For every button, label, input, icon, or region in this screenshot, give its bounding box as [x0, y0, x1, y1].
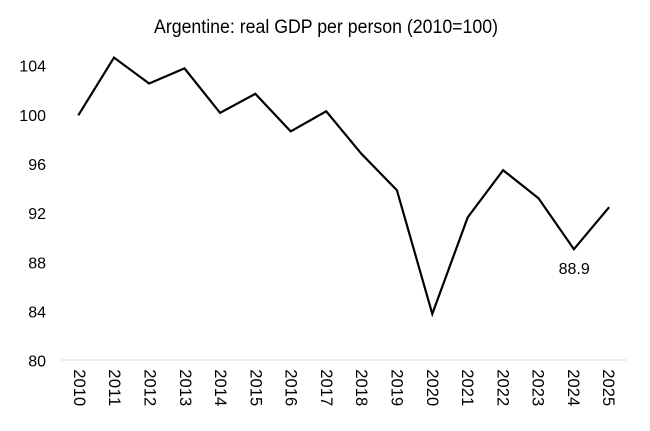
svg-text:2019: 2019 — [388, 369, 406, 406]
svg-text:2024: 2024 — [564, 369, 582, 406]
svg-text:2018: 2018 — [352, 369, 370, 406]
svg-text:2010: 2010 — [70, 369, 88, 406]
svg-text:2025: 2025 — [599, 369, 617, 406]
svg-text:96: 96 — [28, 157, 46, 174]
svg-text:2022: 2022 — [493, 369, 511, 406]
svg-text:2013: 2013 — [176, 369, 194, 406]
svg-text:2015: 2015 — [246, 369, 264, 406]
svg-text:2017: 2017 — [317, 369, 335, 406]
svg-text:2016: 2016 — [282, 369, 300, 406]
svg-text:88: 88 — [28, 255, 46, 272]
svg-text:104: 104 — [19, 59, 46, 76]
svg-text:2011: 2011 — [105, 369, 123, 406]
svg-text:100: 100 — [19, 108, 46, 125]
svg-text:2014: 2014 — [211, 369, 229, 406]
svg-text:80: 80 — [28, 354, 46, 371]
svg-text:2021: 2021 — [458, 369, 476, 406]
svg-text:2012: 2012 — [141, 369, 159, 406]
svg-text:Argentine: real GDP per person: Argentine: real GDP per person (2010=100… — [154, 17, 498, 38]
svg-text:92: 92 — [28, 206, 46, 223]
svg-text:84: 84 — [28, 304, 46, 321]
svg-text:88.9: 88.9 — [559, 261, 590, 278]
svg-text:2023: 2023 — [529, 369, 547, 406]
svg-text:2020: 2020 — [423, 369, 441, 406]
